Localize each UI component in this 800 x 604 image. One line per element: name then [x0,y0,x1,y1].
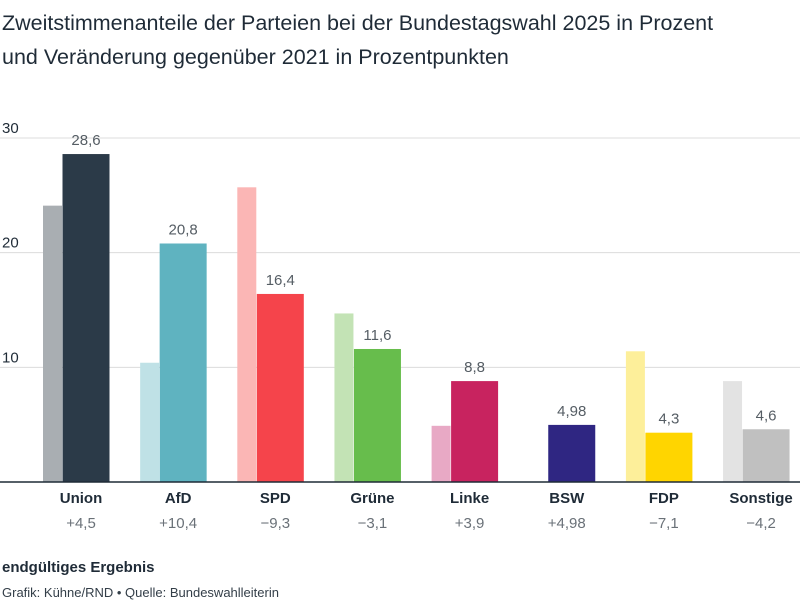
category-label-gr-ne: Grüne [350,490,394,507]
bar-2021-gr-ne [334,313,354,482]
bar-2025-linke [451,381,499,482]
value-label-gr-ne: 11,6 [363,327,391,344]
y-tick-label-20: 20 [2,235,19,252]
bar-2025-afd [159,243,207,482]
bar-2021-afd [140,362,160,482]
change-label-afd: +10,4 [159,515,197,532]
chart-title-line-2: und Veränderung gegenüber 2021 in Prozen… [2,45,509,69]
value-label-sonstige: 4,6 [756,407,777,424]
change-label-spd: −9,3 [260,515,290,532]
bar-2021-union [43,205,62,483]
change-label-gr-ne: −3,1 [358,515,388,532]
value-label-afd: 20,8 [169,221,198,238]
result-status: endgültiges Ergebnis [2,559,155,576]
category-label-bsw: BSW [549,490,585,507]
bar-2021-sonstige [723,381,743,482]
value-label-union: 28,6 [71,132,100,149]
source-credit: Grafik: Kühne/RND • Quelle: Bundeswahlle… [2,585,279,600]
bar-2025-fdp [645,432,693,482]
value-label-bsw: 4,98 [557,403,586,420]
value-label-fdp: 4,3 [658,411,679,428]
chart-title-line-1: Zweitstimmenanteile der Parteien bei der… [2,11,714,35]
change-label-bsw: +4,98 [548,515,586,532]
bar-2021-spd [237,187,257,482]
change-label-linke: +3,9 [455,515,485,532]
bar-2025-bsw [548,424,596,482]
value-label-spd: 16,4 [266,272,295,289]
category-label-spd: SPD [260,490,291,507]
category-label-union: Union [60,490,103,507]
bar-2021-linke [431,425,451,482]
change-label-sonstige: −4,2 [746,515,776,532]
bar-2025-gr-ne [353,348,401,482]
category-label-sonstige: Sonstige [729,490,792,507]
bar-2025-union [62,154,110,482]
change-label-union: +4,5 [66,515,96,532]
bar-2025-spd [256,293,304,482]
y-tick-label-10: 10 [2,349,19,366]
y-tick-label-30: 30 [2,120,19,137]
category-label-afd: AfD [165,490,192,507]
change-label-fdp: −7,1 [649,515,679,532]
bar-2025-sonstige [742,429,790,482]
bar-chart: 10 20 30 28,6 Union +4,5 20,8 AfD +10,4 16,4 SPD −9… [0,120,800,532]
chart-title: Zweitstimmenanteile der Parteien bei der… [2,6,798,74]
value-label-linke: 8,8 [464,359,485,376]
category-label-fdp: FDP [649,490,679,507]
bar-2021-fdp [625,351,645,482]
category-label-linke: Linke [450,490,489,507]
